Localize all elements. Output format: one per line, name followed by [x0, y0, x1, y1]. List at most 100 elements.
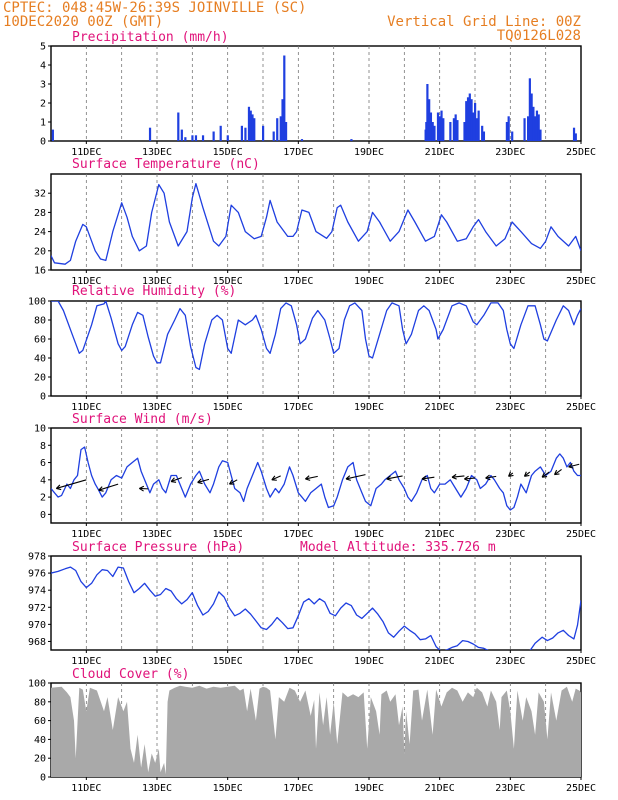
precip-bar [276, 118, 279, 141]
precip-bar [201, 135, 205, 141]
header: CPTEC: 048:45W-26:39S JOINVILLE (SC) 10D… [3, 0, 581, 44]
precip-bar [148, 127, 152, 141]
pressure-ytick-label: 976 [28, 569, 46, 580]
wind-arrow-shaft [554, 469, 562, 476]
temp-title: Surface Temperature (nC) [72, 157, 260, 172]
precip-bar [426, 84, 429, 141]
precip-bar [253, 118, 256, 141]
wind-arrow-shaft [568, 463, 580, 468]
precip-ytick-label: 1 [40, 118, 46, 129]
wind-arrow-head [139, 485, 145, 492]
rh-xtick-label: 19DEC [354, 402, 384, 413]
panel-wind: 0 2 4 6 8 10 11DEC 13DEC 15DEC 17DEC 19DEC 21DEC 23D… [34, 412, 596, 540]
header-model-id: TQ0126L028 [497, 28, 581, 44]
precip-bar [527, 116, 530, 141]
wind-arrow-head [228, 479, 235, 485]
precip-bar [428, 99, 431, 141]
precip-bar [465, 101, 468, 141]
wind-arrow-head [485, 474, 491, 481]
wind-arrow-head [421, 475, 427, 482]
rh-data [51, 301, 581, 371]
precip-bar [456, 120, 459, 141]
precip-bar [433, 125, 436, 141]
temp-ytick-label: 16 [34, 266, 46, 277]
wind-xtick-label: 21DEC [425, 529, 455, 540]
wind-ytick-label: 8 [40, 441, 46, 452]
rh-series-line [51, 301, 581, 371]
rh-xtick-label: 23DEC [495, 402, 525, 413]
wind-ytick-label: 2 [40, 493, 46, 504]
wind-arrow-head [345, 475, 351, 481]
pressure-xtick-label: 13DEC [142, 656, 172, 667]
temp-ytick-label: 32 [34, 189, 46, 200]
cloud-xtick-label: 25DEC [566, 783, 596, 794]
temp-frame [50, 173, 582, 271]
precip-bar [272, 131, 275, 141]
precip-ytick-label: 2 [40, 99, 46, 110]
wind-arrow-head [523, 471, 530, 477]
precip-bar [449, 122, 452, 141]
rh-frame [50, 300, 582, 397]
precip-bar [283, 55, 286, 141]
wind-xtick-label: 17DEC [283, 529, 313, 540]
precip-ytick-label: 3 [40, 80, 46, 91]
wind-arrow-head [568, 463, 574, 469]
precip-bar [219, 125, 222, 141]
precip-bar [534, 116, 537, 141]
wind-arrow-shaft [485, 475, 497, 479]
wind-xtick-label: 25DEC [566, 529, 596, 540]
cloud-data [51, 685, 581, 777]
wind-arrow-shaft [98, 483, 119, 491]
pressure-xtick-label: 21DEC [425, 656, 455, 667]
precip-bar [452, 118, 455, 141]
wind-xtick-label: 15DEC [213, 529, 243, 540]
cloud-area [51, 685, 581, 777]
precip-data [51, 55, 577, 141]
pressure-xtick-label: 11DEC [71, 656, 101, 667]
precip-bar [528, 78, 531, 141]
precip-bar [244, 127, 247, 141]
wind-arrow-shaft [170, 477, 182, 483]
precip-bar [300, 139, 304, 141]
panel-temp: 16 20 24 28 32 11DEC 13DEC 15DEC 17DEC 19DEC 21DEC… [34, 157, 596, 287]
cloud-xtick-label: 21DEC [425, 783, 455, 794]
pressure-xtick-label: 15DEC [213, 656, 243, 667]
panel-cloud: 0 20 40 60 80 100 11DEC 13DEC 15DEC 17DEC 19DEC 21D… [28, 667, 596, 794]
wind-arrow-head [451, 473, 457, 480]
rh-ytick-label: 60 [34, 335, 46, 346]
cloud-ytick-label: 0 [40, 773, 46, 784]
cloud-ytick-label: 60 [34, 716, 46, 727]
precip-bar [51, 129, 54, 141]
pressure-series-line [51, 566, 581, 650]
wind-arrow-head [98, 486, 104, 492]
precip-bar [226, 135, 229, 141]
precip-bar [482, 131, 486, 141]
pressure-xtick-label: 19DEC [354, 656, 384, 667]
cloud-title: Cloud Cover (%) [72, 667, 189, 682]
precip-bar [442, 118, 445, 141]
wind-xtick-label: 19DEC [354, 529, 384, 540]
rh-xtick-label: 11DEC [71, 402, 101, 413]
rh-xtick-label: 13DEC [142, 402, 172, 413]
precip-bar [212, 131, 215, 141]
cloud-xtick-label: 19DEC [354, 783, 384, 794]
wind-arrow-head [305, 475, 311, 481]
precip-bar [574, 133, 577, 141]
temp-series-line [51, 182, 581, 265]
precip-title: Precipitation (mm/h) [72, 30, 229, 45]
wind-arrow-head [508, 471, 514, 477]
pressure-ytick-label: 970 [28, 620, 46, 631]
wind-ytick-label: 4 [40, 475, 46, 486]
wind-arrow-shaft [56, 479, 87, 489]
precip-bar [472, 112, 475, 141]
wind-arrow-head [55, 484, 62, 491]
precip-xtick-label: 25DEC [566, 147, 596, 158]
precip-bar [477, 110, 480, 141]
precip-bar [466, 97, 470, 141]
wind-arrows [55, 463, 580, 492]
precip-bar [240, 125, 243, 141]
wind-arrow-shaft [305, 475, 318, 480]
precip-bar [463, 122, 466, 141]
precip-bar [481, 125, 484, 141]
temp-xtick-label: 23DEC [495, 276, 525, 287]
